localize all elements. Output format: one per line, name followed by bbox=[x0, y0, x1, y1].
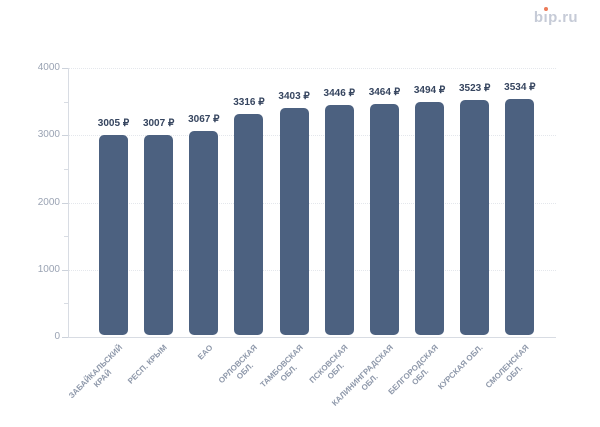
bar-value-label: 3067 ₽ bbox=[188, 113, 220, 125]
gridline bbox=[69, 269, 556, 271]
x-axis-category-label-text: РЕСП. КРЫМ bbox=[126, 343, 170, 386]
y-axis-tick bbox=[62, 202, 68, 204]
bar-value-label: 3316 ₽ bbox=[233, 96, 265, 108]
y-axis-tick-label: 4000 bbox=[37, 62, 60, 73]
y-axis-tick-label: 0 bbox=[54, 331, 60, 342]
logo-letter-i: ı bbox=[543, 7, 549, 26]
bar-value-label: 3007 ₽ bbox=[142, 117, 175, 129]
x-axis-category-label-text: ЗАБАЙКАЛЬСКИЙ КРАЙ bbox=[66, 343, 124, 401]
y-axis-minor-tick bbox=[64, 168, 68, 170]
y-axis-tick-label: 1000 bbox=[37, 263, 60, 275]
bar[interactable] bbox=[505, 99, 535, 335]
logo-orange-dot-icon bbox=[543, 7, 548, 11]
y-axis-line bbox=[68, 68, 69, 338]
logo-text-pru: p.ru bbox=[548, 9, 578, 26]
logo-text-b: b bbox=[533, 9, 544, 26]
x-axis-category-label-text: ТАМБОВСКАЯ ОБЛ. bbox=[258, 343, 305, 390]
bar-value-label: 3523 ₽ bbox=[458, 83, 491, 95]
bar[interactable] bbox=[460, 100, 490, 335]
gridline bbox=[69, 135, 556, 137]
bar[interactable] bbox=[189, 130, 219, 335]
bar[interactable] bbox=[415, 102, 445, 335]
x-axis-category-label-text: КУРСКАЯ ОБЛ. bbox=[436, 343, 486, 392]
y-axis-minor-tick bbox=[64, 236, 68, 238]
y-axis-tick bbox=[62, 269, 68, 271]
bar[interactable] bbox=[324, 105, 354, 335]
bar[interactable] bbox=[234, 113, 264, 335]
bar[interactable] bbox=[369, 104, 399, 335]
y-axis-tick-label: 2000 bbox=[37, 196, 60, 208]
bar[interactable] bbox=[279, 108, 309, 335]
x-axis-category-label-text: ЕАО bbox=[195, 343, 215, 362]
y-axis-minor-tick bbox=[64, 303, 68, 305]
x-axis-line bbox=[68, 337, 556, 338]
gridline bbox=[69, 202, 556, 204]
y-axis-tick bbox=[62, 135, 68, 137]
bar-value-label: 3005 ₽ bbox=[97, 117, 130, 129]
bar-value-label: 3464 ₽ bbox=[368, 87, 401, 99]
x-axis-category-label-text: ОРЛОВСКАЯ ОБЛ. bbox=[217, 343, 260, 386]
y-axis-minor-tick bbox=[64, 101, 68, 103]
x-axis-category-label-text: СМОЛЕНСКАЯ ОБЛ. bbox=[483, 343, 531, 390]
gridline bbox=[69, 68, 556, 69]
bar-value-label: 3534 ₽ bbox=[504, 82, 536, 94]
bar[interactable] bbox=[144, 134, 174, 335]
bar[interactable] bbox=[99, 134, 128, 335]
bar-value-label: 3403 ₽ bbox=[278, 91, 310, 103]
y-axis-tick-label: 3000 bbox=[37, 129, 60, 141]
bip-logo: b ı p.ru bbox=[533, 7, 578, 26]
bar-value-label: 3494 ₽ bbox=[413, 85, 446, 97]
y-axis-tick bbox=[62, 68, 68, 69]
bar-value-label: 3446 ₽ bbox=[323, 88, 355, 100]
y-axis-tick bbox=[62, 337, 68, 338]
